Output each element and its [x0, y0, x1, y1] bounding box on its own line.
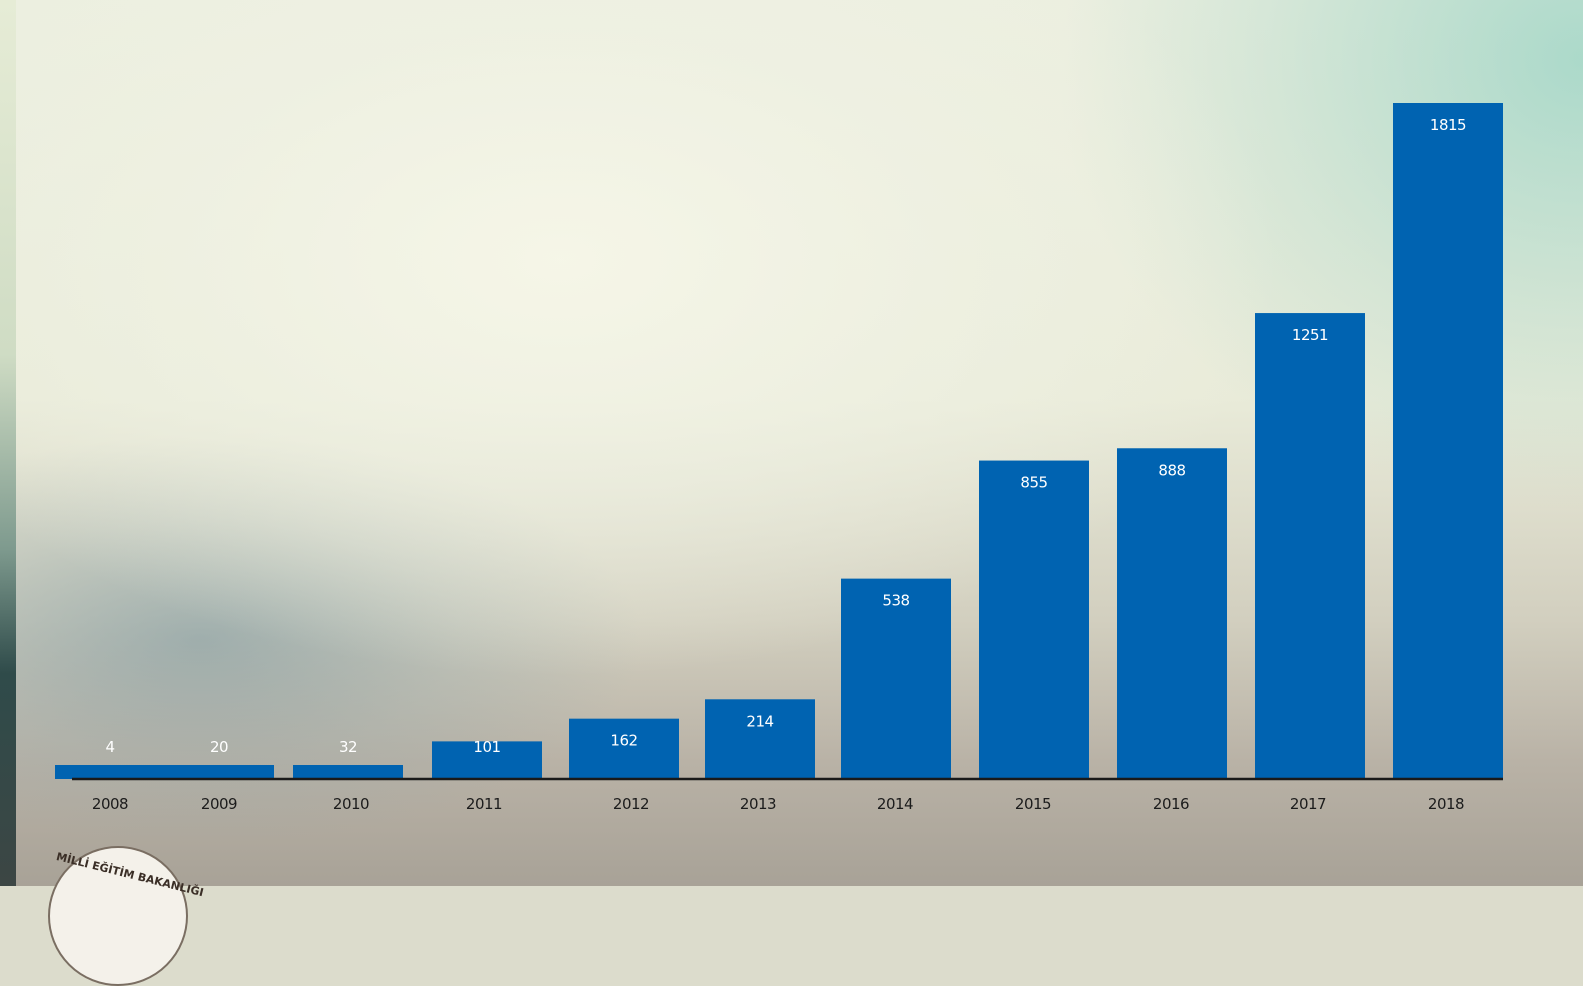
tick-label-2018: 2018 — [1428, 795, 1464, 813]
data-label-2014: 538 — [882, 592, 909, 610]
data-label-2015: 855 — [1020, 474, 1047, 492]
data-label-2017: 1251 — [1292, 326, 1328, 344]
tick-label-2009: 2009 — [201, 795, 237, 813]
tick-label-2010: 2010 — [333, 795, 369, 813]
data-label-2012: 162 — [610, 732, 637, 750]
tick-label-2008: 2008 — [92, 795, 128, 813]
bar-2015 — [979, 460, 1089, 779]
bar-2010 — [293, 765, 403, 779]
data-label-2018: 1815 — [1430, 116, 1466, 134]
bar-2013 — [705, 699, 815, 779]
data-label-2013: 214 — [746, 712, 773, 730]
bar-2012 — [569, 718, 679, 779]
data-label-2011: 101 — [473, 738, 500, 756]
tick-label-2013: 2013 — [740, 795, 776, 813]
bar-chart: 4 20 32 101 162 214 538 855 888 1251 1815 2008 2009… — [55, 103, 1503, 813]
tick-label-2017: 2017 — [1290, 795, 1326, 813]
tick-label-2014: 2014 — [877, 795, 913, 813]
data-labels: 4 20 32 101 162 214 538 855 888 1251 1815 — [105, 116, 1466, 756]
bar-2009 — [164, 765, 274, 779]
bar-2018 — [1393, 103, 1503, 779]
bar-2016 — [1117, 448, 1227, 779]
data-label-2016: 888 — [1158, 461, 1185, 479]
tick-label-2012: 2012 — [613, 795, 649, 813]
bar-series — [55, 103, 1503, 779]
bar-2011 — [432, 741, 542, 779]
x-axis-tick-labels: 2008 2009 2010 2011 2012 2013 2014 2015 2016 2017… — [92, 795, 1465, 813]
data-label-2010: 32 — [339, 738, 357, 756]
data-label-2008: 4 — [105, 738, 114, 756]
tick-label-2011: 2011 — [466, 795, 502, 813]
slide-left-edge — [0, 0, 16, 886]
tick-label-2015: 2015 — [1015, 795, 1051, 813]
bar-2014 — [841, 578, 951, 779]
bar-2017 — [1255, 313, 1365, 779]
tick-label-2016: 2016 — [1153, 795, 1189, 813]
bar-2008 — [55, 765, 165, 779]
data-label-2009: 20 — [210, 738, 228, 756]
